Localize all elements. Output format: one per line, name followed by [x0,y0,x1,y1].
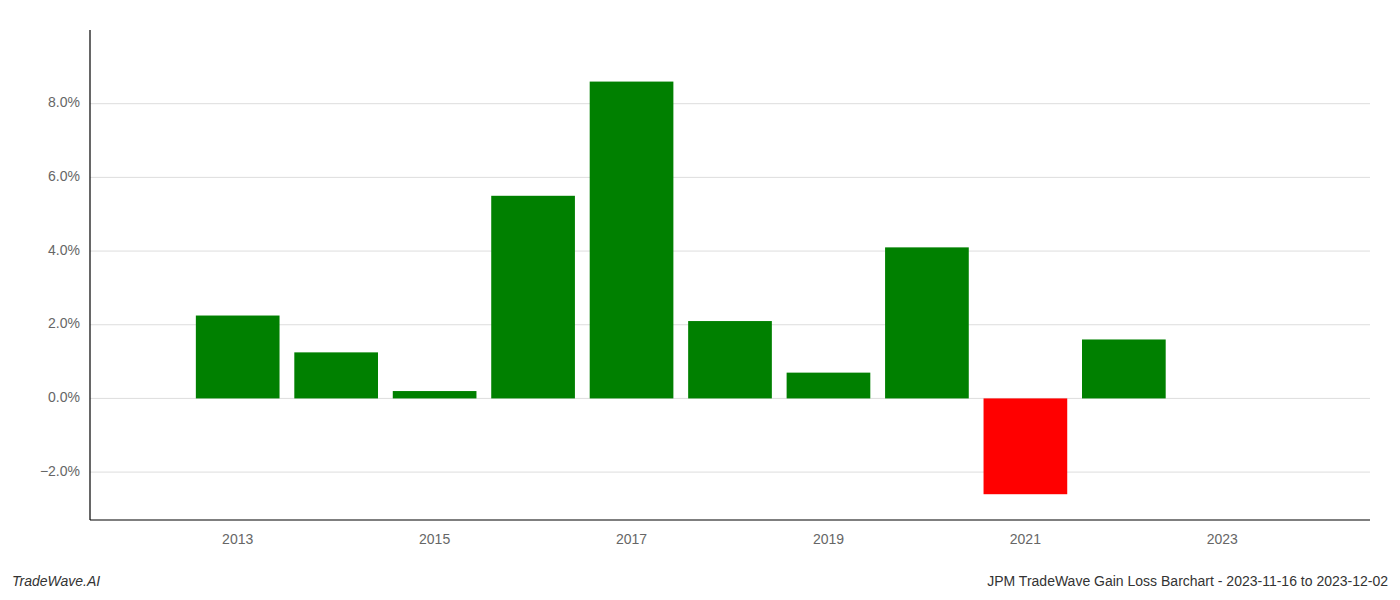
y-grid [90,104,1370,472]
grid-line [90,472,1370,473]
x-tick-label: 2013 [222,531,253,547]
x-tick-label: 2017 [616,531,647,547]
y-tick-label: 6.0% [48,168,80,184]
y-tick-label: 8.0% [48,94,80,110]
bar [491,196,575,399]
y-tick-label: 0.0% [48,389,80,405]
x-tick-label: 2015 [419,531,450,547]
bars [196,82,1166,495]
x-tick-labels: 2013 2015 2017 2019 2021 2023 [222,531,1238,547]
x-tick-label: 2019 [813,531,844,547]
chart: −2.0%0.0%2.0%4.0%6.0%8.0%201320152017201… [0,0,1400,600]
x-tick-label: 2023 [1207,531,1238,547]
title: JPM TradeWave Gain Loss Barchart - 2023-… [987,573,1388,589]
bar [984,398,1068,494]
y-axis-line [89,30,90,520]
x-axis-line [90,519,1370,520]
bar [393,391,477,398]
grid-line [90,251,1370,252]
bar [885,247,969,398]
bar [294,352,378,398]
grid-line [90,103,1370,104]
y-tick-label: 4.0% [48,242,80,258]
chart-container: −2.0%0.0%2.0%4.0%6.0%8.0%201320152017201… [0,0,1400,600]
bar [1082,339,1166,398]
bar [590,82,674,399]
grid-line [90,177,1370,178]
bar [688,321,772,398]
watermark: TradeWave.AI [12,573,100,589]
x-tick-label: 2021 [1010,531,1041,547]
y-tick-label: 2.0% [48,315,80,331]
y-tick-labels: −2.0% 0.0% 2.0% 4.0% 6.0% 8.0% [40,94,80,478]
y-tick-label: −2.0% [40,463,80,479]
bar [787,373,871,399]
bar [196,316,280,399]
